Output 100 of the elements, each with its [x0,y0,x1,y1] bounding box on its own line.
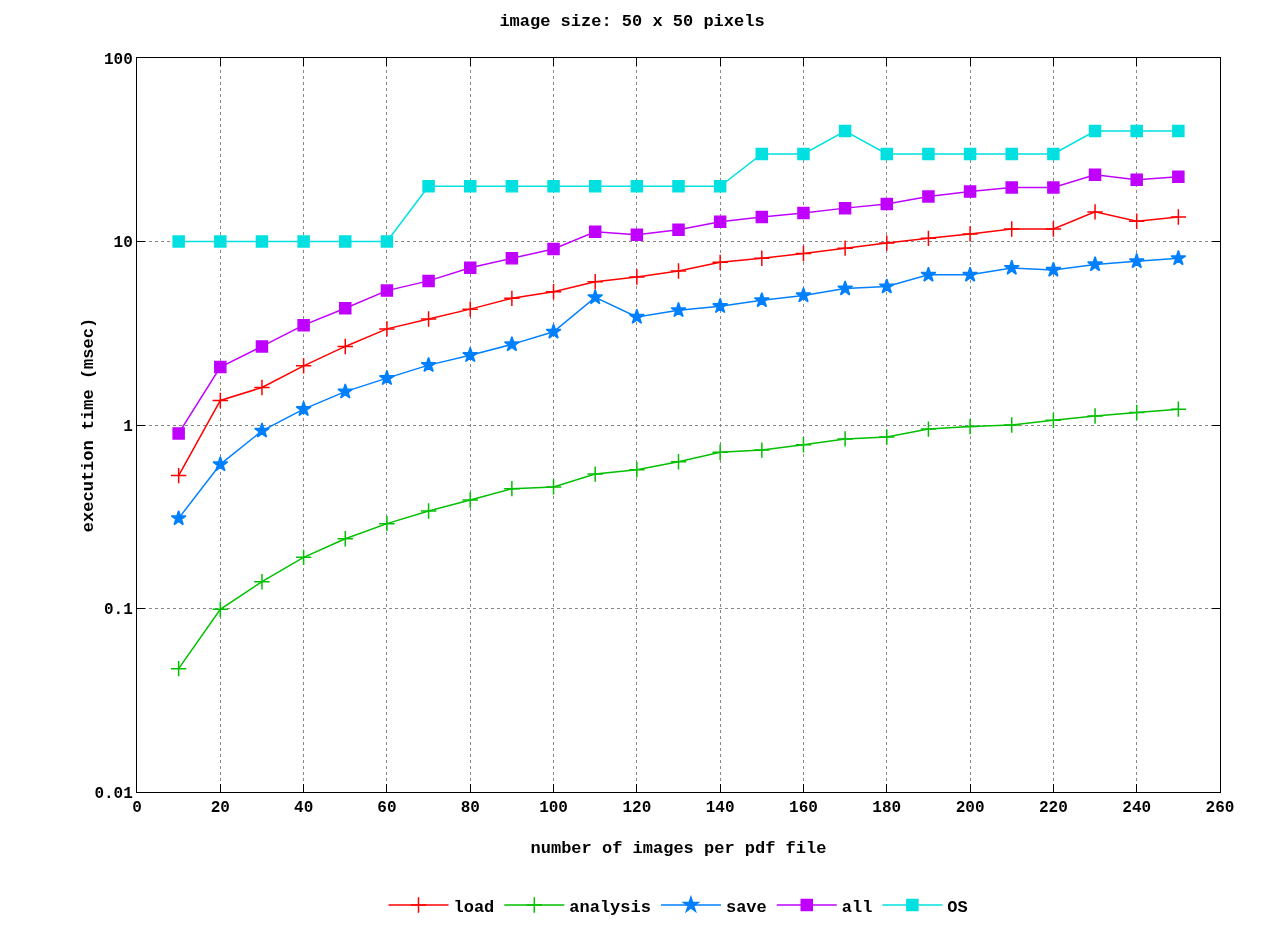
point [214,235,227,248]
legend-label: analysis [569,897,651,917]
point [212,455,229,472]
point [172,235,185,248]
legend-label: all [841,897,873,917]
x-tick-label: 20 [210,799,230,818]
point [545,323,562,339]
point [878,428,896,446]
point [462,346,479,363]
point [587,288,604,305]
point [1169,208,1187,226]
point [920,266,937,282]
x-tick-label: 120 [622,799,652,818]
point [712,297,729,314]
point [461,300,479,318]
point [961,225,979,243]
point [422,180,435,193]
point [378,515,396,533]
point [755,210,769,224]
point [880,147,894,161]
point [797,147,810,161]
point [922,190,935,203]
point [1130,124,1143,138]
point [753,249,771,267]
point [961,418,979,436]
point [1088,124,1102,138]
point [1169,400,1187,418]
point [630,228,644,241]
y-tick-label: 0.01 [94,784,133,803]
point [255,340,269,353]
point [630,180,644,193]
x-tick-label: 60 [377,799,397,818]
y-tick-label: 10 [113,234,133,253]
point [295,400,312,417]
chart-title: image size: 50 x 50 pixels [499,11,765,31]
point [1086,255,1104,272]
point [672,223,685,236]
point [170,509,187,526]
x-tick-label: 0 [132,799,142,818]
point [503,335,520,352]
point [672,180,685,193]
x-tick-label: 220 [1038,799,1068,818]
point [838,124,852,138]
point [962,266,979,282]
point [461,491,479,509]
point [963,147,977,161]
point [1003,259,1020,275]
point [878,234,896,252]
point [838,201,852,215]
y-tick-label: 1 [123,417,133,436]
x-tick-label: 180 [872,799,902,818]
point [588,225,602,239]
point [339,301,352,315]
point [836,430,854,448]
point [170,660,188,678]
point [1045,261,1062,277]
point [919,229,937,247]
point [836,239,854,257]
point [463,261,477,274]
point [919,420,937,438]
point [214,360,227,374]
point [420,310,438,328]
point [172,427,185,440]
point [880,197,894,211]
point [1044,220,1062,238]
point [503,289,521,307]
x-tick-label: 100 [539,799,568,818]
point [713,215,727,229]
y-axis-title: execution time (msec) [79,317,98,533]
point [713,180,727,193]
x-tick-label: 200 [955,799,985,818]
point [547,242,560,256]
point [420,356,437,373]
point [586,465,604,483]
point [1172,170,1185,184]
point [336,337,354,355]
point [463,180,477,193]
point [505,180,519,193]
x-tick-label: 40 [294,799,314,818]
x-tick-label: 260 [1205,799,1235,818]
point [670,453,687,471]
point [297,318,310,332]
point [795,245,812,262]
point [1128,404,1146,421]
point [1044,411,1062,429]
point [253,379,271,396]
point [1088,168,1102,182]
point [380,284,394,297]
point [339,235,352,248]
point [628,461,646,479]
point [255,235,269,248]
x-axis-title: number of images per pdf file [530,839,827,858]
point [378,369,395,386]
point [295,357,313,375]
point [1005,147,1018,161]
point [378,320,396,338]
y-tick-label: 100 [103,50,133,69]
point [336,530,354,548]
point [1128,252,1145,269]
point [711,443,729,461]
